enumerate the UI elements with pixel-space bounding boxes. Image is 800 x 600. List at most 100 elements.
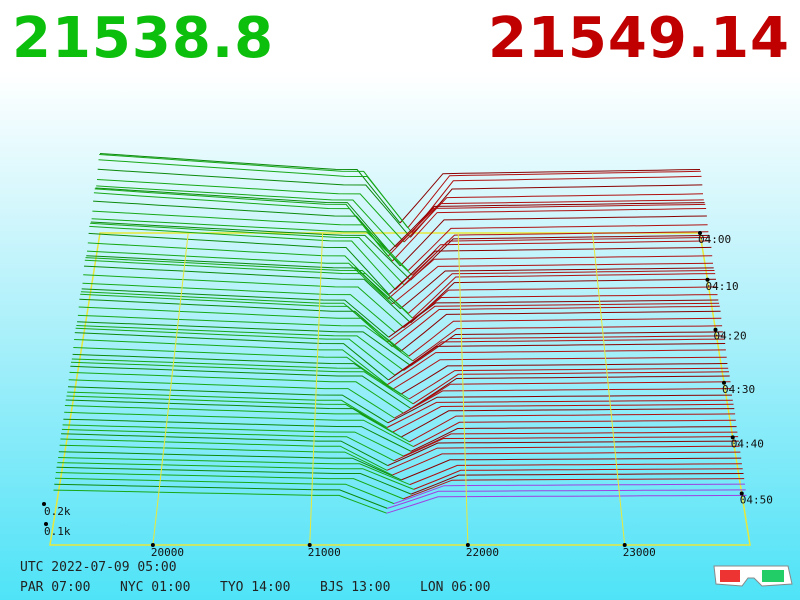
ask-depth-line xyxy=(387,440,739,467)
bid-depth-line xyxy=(83,265,412,324)
bid-depth-line xyxy=(74,332,389,381)
bid-depth-line xyxy=(59,444,393,476)
ask-depth-line xyxy=(410,331,723,367)
bid-depth-line xyxy=(66,395,393,433)
ask-depth-line xyxy=(403,431,738,457)
ask-depth-line xyxy=(395,240,711,290)
bid-depth-line xyxy=(65,399,402,438)
ask-depth-line xyxy=(411,175,702,233)
volume-dot xyxy=(44,522,48,526)
bid-depth-line xyxy=(68,379,395,419)
price-label: 21000 xyxy=(308,546,341,559)
city-clock: NYC 01:00 xyxy=(120,580,191,595)
ask-depth-line xyxy=(388,343,726,381)
city-clock: LON 06:00 xyxy=(420,580,491,595)
bid-depth-line xyxy=(63,418,412,452)
ask-depth-line xyxy=(387,302,720,343)
bid-depth-line xyxy=(57,462,414,490)
ask-depth-line xyxy=(403,335,724,371)
bid-depth-line xyxy=(53,489,387,514)
bid-depth-line xyxy=(97,168,411,238)
bid-depth-line xyxy=(54,477,395,505)
time-dot xyxy=(730,435,735,440)
price-grid xyxy=(592,232,626,546)
time-dot xyxy=(698,231,702,235)
price-grid xyxy=(457,232,469,546)
ask-depth-line xyxy=(387,394,733,424)
ask-depth-line xyxy=(412,325,723,362)
bid-depth-line xyxy=(54,483,388,509)
price-grid xyxy=(309,232,324,546)
bid-depth-line xyxy=(77,321,412,367)
3d-glasses[interactable] xyxy=(713,565,793,587)
ask-depth-line xyxy=(403,478,745,500)
bid-depth-line xyxy=(79,298,401,352)
bid-depth-line xyxy=(78,306,410,357)
bid-depth-line xyxy=(58,457,410,486)
bid-depth-line xyxy=(92,210,409,271)
price-label: 20000 xyxy=(151,546,184,559)
ask-depth-line xyxy=(410,184,703,238)
ask-depth-line xyxy=(391,305,720,348)
ask-depth-line xyxy=(393,436,739,462)
ask-depth-line xyxy=(403,381,731,414)
time-label: 04:40 xyxy=(731,437,764,450)
depth-surface xyxy=(53,153,747,514)
ask-depth-line xyxy=(393,483,746,505)
bid-depth-line xyxy=(81,288,390,338)
ask-depth-line xyxy=(401,457,742,481)
bid-depth-line xyxy=(88,232,390,295)
bid-depth-line xyxy=(71,358,410,400)
bid-depth-line xyxy=(98,159,413,233)
bid-depth-line xyxy=(61,428,395,462)
bid-depth-line xyxy=(96,179,405,243)
price-dot xyxy=(150,543,155,547)
bid-price: 21538.8 xyxy=(12,6,275,71)
time-label: 04:00 xyxy=(698,233,731,246)
price-grid xyxy=(152,232,189,546)
ask-depth-line xyxy=(394,388,732,419)
axes: 20000 21000 22000 23000 04:00 04:10 04:20 04:30… xyxy=(42,231,773,559)
ask-depth-line xyxy=(410,234,710,281)
bid-depth-line xyxy=(72,353,402,395)
ask-depth-line xyxy=(407,170,701,229)
bid-depth-line xyxy=(69,371,404,414)
ask-depth-line xyxy=(403,193,704,243)
bid-depth-line xyxy=(73,347,393,390)
floor xyxy=(49,232,751,546)
volume-dot xyxy=(42,502,46,506)
price-label: 22000 xyxy=(466,546,499,559)
price-dot xyxy=(622,543,627,547)
volume-label: 0.2k xyxy=(44,505,71,518)
bid-depth-line xyxy=(90,221,411,281)
ask-depth-line xyxy=(410,426,737,452)
time-dot xyxy=(722,380,726,385)
price-label: 23000 xyxy=(623,546,656,559)
ask-depth-line xyxy=(399,215,707,267)
time-dot xyxy=(739,491,744,496)
ask-depth-line xyxy=(391,262,714,305)
bid-depth-line xyxy=(90,222,405,286)
bid-depth-line xyxy=(84,259,413,319)
city-clock: PAR 07:00 xyxy=(20,580,91,595)
bid-depth-line xyxy=(87,242,389,300)
price-dot xyxy=(307,543,312,547)
bid-depth-line xyxy=(74,339,388,386)
bid-depth-line xyxy=(99,153,401,224)
ask-depth-line xyxy=(403,236,710,286)
ask-depth-line xyxy=(391,208,707,262)
ask-depth-line xyxy=(412,273,716,319)
ask-depth-line xyxy=(400,363,728,395)
ask-depth-line xyxy=(387,255,713,300)
utc-time: UTC 2022-07-09 05:00 xyxy=(20,560,177,575)
bid-depth-line xyxy=(85,257,409,314)
bid-depth-line xyxy=(86,255,401,309)
time-dot xyxy=(713,327,718,332)
ask-depth-line xyxy=(388,299,719,338)
bid-depth-line xyxy=(64,405,410,443)
city-clock: TYO 14:00 xyxy=(220,580,291,595)
ask-depth-line xyxy=(410,375,730,409)
bid-depth-line xyxy=(91,218,413,276)
ask-depth-line xyxy=(410,278,717,324)
